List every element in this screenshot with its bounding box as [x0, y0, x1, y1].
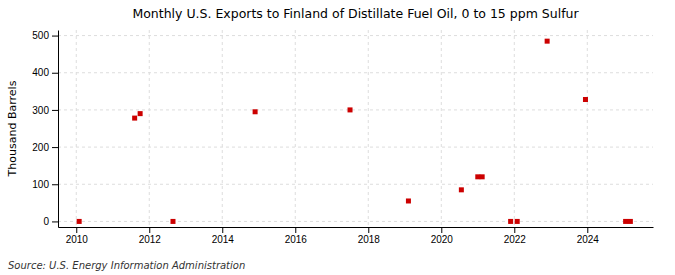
grid-line-y	[58, 147, 653, 148]
point	[138, 111, 143, 116]
x-axis-tick: 2020	[431, 227, 454, 245]
x-axis-tick: 2022	[504, 227, 527, 245]
grid-line-x	[368, 30, 369, 227]
x-axis-tick-mark	[441, 227, 442, 233]
x-axis-tick: 2018	[358, 227, 381, 245]
grid-line-x	[76, 30, 77, 227]
y-axis-tick: 0	[43, 216, 58, 227]
grid-line-y	[58, 72, 653, 73]
grid-line-x	[222, 30, 223, 227]
x-axis-tick: 2014	[212, 227, 235, 245]
x-axis-tick-mark	[587, 227, 588, 233]
y-axis-tick-label: 200	[32, 142, 49, 153]
y-axis-tick-label: 0	[43, 216, 49, 227]
y-axis-tick: 500	[32, 30, 58, 41]
y-axis-tick: 100	[32, 179, 58, 190]
point	[459, 187, 464, 192]
y-axis-tick-label: 400	[32, 67, 49, 78]
point	[170, 219, 175, 224]
point	[508, 219, 513, 224]
grid-line-y	[58, 184, 653, 185]
point	[348, 107, 353, 112]
point	[253, 109, 258, 114]
point	[515, 219, 520, 224]
points	[77, 39, 633, 224]
point	[628, 219, 633, 224]
x-axis-tick: 2024	[577, 227, 600, 245]
x-axis-tick: 2010	[66, 227, 89, 245]
y-axis-tick-label: 500	[32, 30, 49, 41]
x-axis-tick-label: 2024	[577, 234, 600, 245]
y-axis-tick: 200	[32, 142, 58, 153]
source-note: Source: U.S. Energy Information Administ…	[8, 260, 245, 271]
x-axis-tick-label: 2016	[285, 234, 308, 245]
x-axis: 2010 2012 2014 2016 2018 2020 2022 2024	[59, 227, 654, 245]
y-axis-line	[58, 31, 59, 228]
y-axis-tick-mark	[52, 73, 58, 74]
chart: 2010 2012 2014 2016 2018 2020 2022 2024 0 100 200 3…	[0, 0, 675, 275]
point	[583, 97, 588, 102]
grid	[58, 30, 653, 227]
point	[623, 219, 628, 224]
x-axis-tick-mark	[295, 227, 296, 233]
x-axis-tick-label: 2014	[212, 234, 235, 245]
y-axis-tick-mark	[52, 110, 58, 111]
point	[132, 116, 137, 121]
y-axis-tick-label: 100	[32, 179, 49, 190]
x-axis-tick-mark	[514, 227, 515, 233]
grid-line-y	[58, 35, 653, 36]
y-axis-tick-mark	[52, 36, 58, 37]
title: Monthly U.S. Exports to Finland of Disti…	[132, 6, 579, 21]
y-axis-tick: 400	[32, 67, 58, 78]
y-axis-tick: 300	[32, 105, 58, 116]
grid-line-x	[587, 30, 588, 227]
x-axis-tick-label: 2022	[504, 234, 527, 245]
y-axis-tick-mark	[52, 221, 58, 222]
x-axis-tick-mark	[222, 227, 223, 233]
grid-line-x	[514, 30, 515, 227]
y-axis-tick-mark	[52, 147, 58, 148]
y-axis: 0 100 200 300 400 500	[32, 30, 58, 227]
point	[545, 39, 550, 44]
grid-line-x	[441, 30, 442, 227]
grid-line-y	[58, 109, 653, 110]
point	[77, 219, 82, 224]
y-axis-tick-label: 300	[32, 105, 49, 116]
x-axis-line	[59, 227, 654, 228]
y-axis-tick-mark	[52, 184, 58, 185]
x-axis-tick-label: 2012	[139, 234, 162, 245]
x-axis-tick-label: 2010	[66, 234, 89, 245]
x-axis-tick-label: 2018	[358, 234, 381, 245]
y-axis-label: Thousand Barrels	[6, 80, 19, 177]
grid-line-x	[295, 30, 296, 227]
point	[480, 174, 485, 179]
grid-line-y	[58, 221, 653, 222]
x-axis-tick-label: 2020	[431, 234, 454, 245]
grid-line-x	[149, 30, 150, 227]
point	[475, 174, 480, 179]
x-axis-tick-mark	[368, 227, 369, 233]
x-axis-tick-mark	[76, 227, 77, 233]
point	[406, 198, 411, 203]
x-axis-tick-mark	[149, 227, 150, 233]
x-axis-tick: 2016	[285, 227, 308, 245]
x-axis-tick: 2012	[139, 227, 162, 245]
